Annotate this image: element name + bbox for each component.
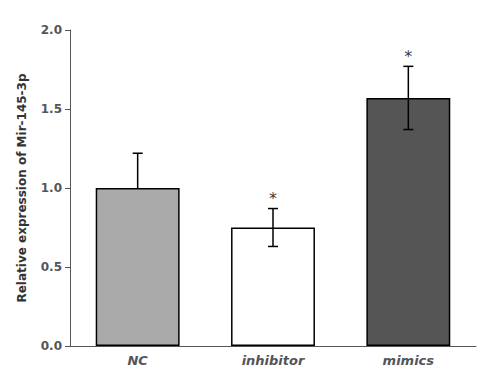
svg-text:0.0: 0.0 [41,339,62,353]
svg-text:2.0: 2.0 [41,23,62,37]
svg-text:0.5: 0.5 [41,260,62,274]
svg-text:*: * [404,47,412,66]
svg-text:*: * [269,189,277,208]
svg-text:mimics: mimics [383,353,435,368]
svg-text:NC: NC [127,353,148,368]
svg-text:Relative expression of Mir-145: Relative expression of Mir-145-3p [15,73,29,302]
svg-text:1.5: 1.5 [41,102,62,116]
svg-text:1.0: 1.0 [41,181,62,195]
svg-text:inhibitor: inhibitor [242,353,306,368]
